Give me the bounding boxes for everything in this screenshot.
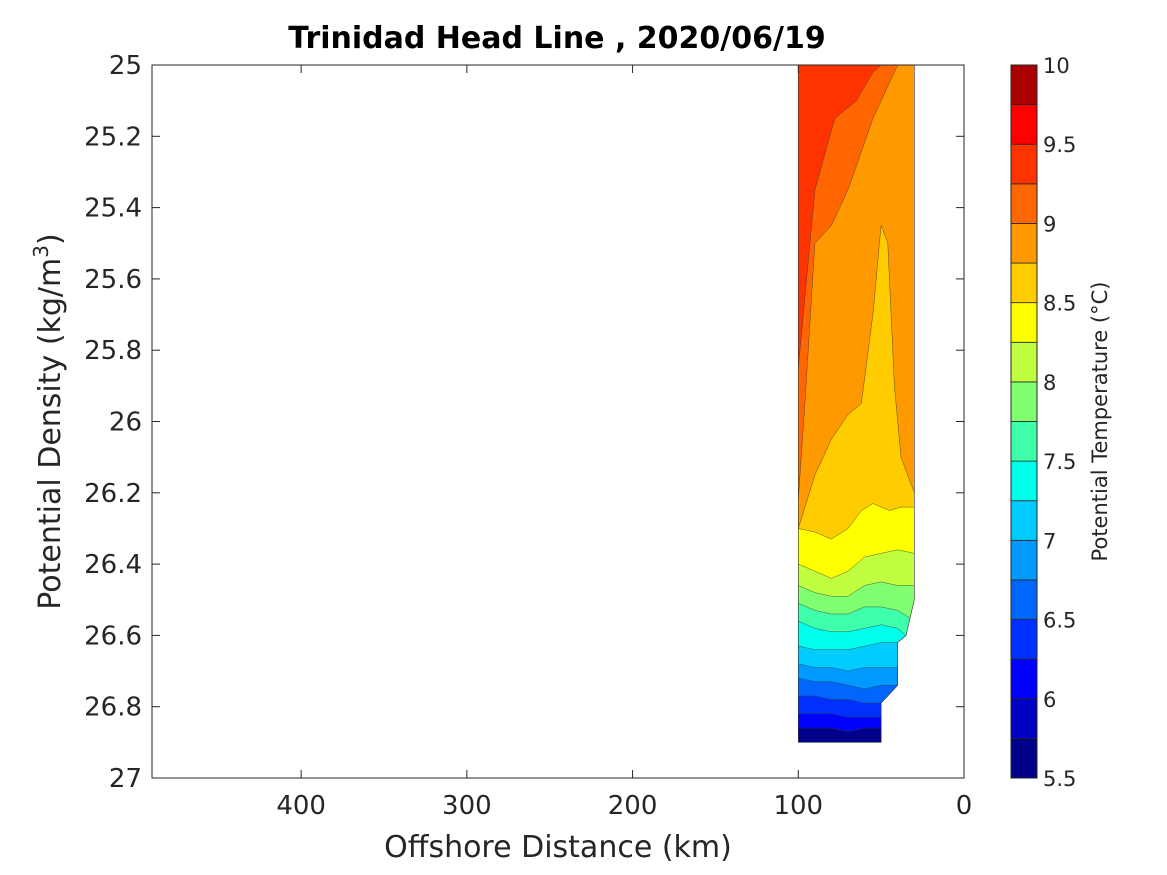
colorbar-swatch xyxy=(1010,143,1038,185)
colorbar-tick-label: 8 xyxy=(1043,371,1056,395)
y-tick-label: 25.6 xyxy=(84,265,142,295)
data-region-outline xyxy=(797,64,915,743)
y-tick-label: 26 xyxy=(109,408,142,438)
y-tick-label: 26.4 xyxy=(84,550,142,580)
y-tick-label: 25.8 xyxy=(84,336,142,366)
x-tick-label: 100 xyxy=(773,791,823,821)
colorbar-tick-label: 6.5 xyxy=(1043,609,1076,633)
y-tick-label: 25 xyxy=(109,51,142,81)
x-axis: 400 300 200 100 0 xyxy=(276,65,972,821)
x-tick-label: 400 xyxy=(276,791,326,821)
colorbar-tick-label: 5.5 xyxy=(1043,767,1076,791)
colorbar-swatch xyxy=(1010,104,1038,145)
x-tick-label: 200 xyxy=(608,791,658,821)
colorbar-tick-label: 7.5 xyxy=(1043,450,1076,474)
colorbar-swatch xyxy=(1010,262,1038,304)
colorbar-swatch xyxy=(1010,183,1038,224)
y-axis-label-superscript: 3 xyxy=(29,245,53,258)
colorbar-swatch xyxy=(1010,341,1038,383)
colorbar: 10 9.5 9 8.5 8 7.5 7 6.5 6 5.5 xyxy=(1010,54,1076,791)
x-axis-label: Offshore Distance (km) xyxy=(384,830,732,865)
colorbar-swatch xyxy=(1010,737,1038,779)
y-tick-label: 26.8 xyxy=(84,693,142,723)
colorbar-swatch xyxy=(1010,381,1038,422)
y-axis-label-main: Potential Density (kg/m xyxy=(33,258,68,610)
colorbar-frame xyxy=(1010,64,1038,779)
y-tick-label: 27 xyxy=(109,764,142,794)
colorbar-swatch xyxy=(1010,658,1038,700)
colorbar-swatch xyxy=(1010,579,1038,620)
colorbar-swatch xyxy=(1010,460,1038,502)
y-tick-label: 25.2 xyxy=(84,122,142,152)
colorbar-swatch xyxy=(1010,302,1038,343)
y-tick-label: 26.6 xyxy=(84,621,142,651)
chart-title: Trinidad Head Line , 2020/06/19 xyxy=(288,21,825,56)
colorbar-swatch xyxy=(1010,421,1038,462)
colorbar-swatch xyxy=(1010,64,1038,106)
colorbar-tick-label: 7 xyxy=(1043,529,1056,553)
colorbar-tick-label: 9 xyxy=(1043,212,1056,236)
colorbar-swatch xyxy=(1010,619,1038,660)
colorbar-tick-label: 6 xyxy=(1043,688,1056,712)
colorbar-swatch xyxy=(1010,698,1038,739)
colorbar-tick-label: 8.5 xyxy=(1043,292,1076,316)
x-tick-label: 0 xyxy=(956,791,973,821)
y-tick-label: 26.2 xyxy=(84,479,142,509)
y-axis-label: Potential Density (kg/m3) xyxy=(29,233,68,609)
colorbar-swatch xyxy=(1010,223,1038,264)
y-axis-label-close: ) xyxy=(33,233,68,245)
colorbar-tick-label: 10 xyxy=(1043,54,1070,78)
y-axis: 25 25.2 25.4 25.6 25.8 26 26.2 26.4 26.6 26.8 27 xyxy=(84,51,964,794)
colorbar-label: Potential Temperature (°C) xyxy=(1088,282,1112,562)
colorbar-swatch xyxy=(1010,539,1038,581)
x-tick-label: 300 xyxy=(442,791,492,821)
y-tick-label: 25.4 xyxy=(84,194,142,224)
colorbar-tick-label: 9.5 xyxy=(1043,133,1076,157)
colorbar-swatch xyxy=(1010,500,1038,541)
